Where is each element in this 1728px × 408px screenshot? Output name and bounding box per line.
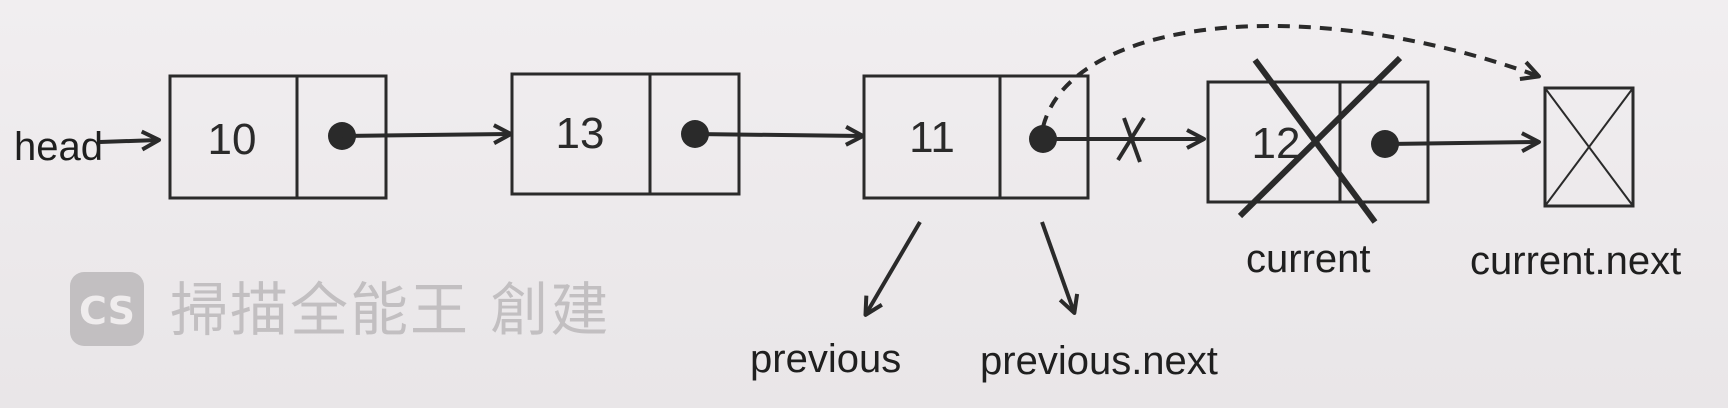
node-13: 13 — [510, 72, 741, 196]
link-cross-mark — [1116, 116, 1146, 163]
node-12-cross-out — [1237, 55, 1403, 224]
previous-arrow — [863, 220, 922, 317]
previous-label: previous — [750, 337, 901, 381]
null-box — [1543, 86, 1635, 208]
watermark-badge — [70, 272, 144, 346]
node-value: 10 — [208, 115, 257, 164]
watermark-badge-text: CS — [79, 289, 135, 333]
bypass-dashed-arrow — [1041, 23, 1541, 128]
link-arrow-10-13 — [341, 123, 513, 145]
watermark: CS 掃描全能王 創建 — [70, 272, 610, 346]
watermark-text: 掃描全能王 創建 — [170, 276, 610, 344]
current-next-label: current.next — [1470, 239, 1681, 283]
null-node — [1543, 86, 1635, 208]
link-arrow-12-null — [1384, 131, 1541, 153]
node-value: 11 — [909, 113, 955, 162]
current-label: current — [1246, 237, 1371, 281]
link-arrow-13-11 — [694, 125, 865, 147]
node-value: 12 — [1252, 119, 1301, 168]
head-label: head — [14, 125, 103, 169]
head-arrow — [99, 129, 161, 152]
previous-next-arrow — [1040, 221, 1080, 315]
previous-next-label: previous.next — [980, 339, 1218, 383]
node-value: 13 — [556, 109, 605, 158]
